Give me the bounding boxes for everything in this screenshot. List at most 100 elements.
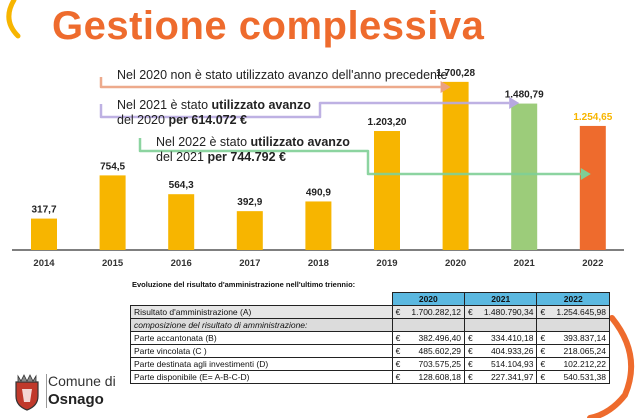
- note-2022-l1: Nel 2022 è stato: [156, 135, 251, 149]
- page-title: Gestione complessiva: [52, 4, 485, 48]
- bar-value-label: 490,9: [306, 187, 331, 198]
- table-header-year: 2021: [464, 292, 538, 306]
- results-table: 2020 2021 2022 Risultato d'amministrazio…: [130, 292, 611, 384]
- annotation-arrow-line: [99, 77, 441, 89]
- annotation-arrow-line: [138, 138, 581, 176]
- table-row: Risultato d'amministrazione (A) €1.700.28…: [130, 305, 611, 319]
- bar-value-label: 1.203,20: [368, 117, 407, 128]
- table-cell-currency: €: [391, 305, 405, 319]
- table-cell-currency: €: [536, 370, 550, 384]
- x-tick-label: 2016: [171, 258, 192, 269]
- bar: [168, 194, 195, 250]
- logo-separator: [46, 374, 47, 408]
- bar: [236, 211, 263, 250]
- bar: [31, 218, 57, 250]
- table-cell-value: 1.700.282,12: [404, 305, 466, 319]
- note-2022-l2: del 2021: [156, 150, 208, 164]
- bar: [305, 201, 332, 250]
- table-cell-value: 540.531,38: [549, 370, 611, 384]
- table-header-year: 2022: [536, 292, 610, 306]
- table-row-label: Parte disponibile (E= A-B-C-D): [130, 370, 393, 384]
- table-cell-currency: €: [536, 331, 550, 345]
- note-2020: Nel 2020 non è stato utilizzato avanzo d…: [117, 68, 447, 83]
- x-tick-label: 2020: [445, 258, 466, 269]
- bar-value-label: 1.480,79: [505, 90, 544, 101]
- table-cell-value: [404, 318, 466, 332]
- table-cell-value: 703.575,25: [404, 357, 466, 371]
- coat-of-arms-logo: [15, 374, 39, 411]
- table-cell-currency: €: [464, 370, 477, 384]
- bar-value-label: 317,7: [31, 205, 56, 216]
- annotation-arrow-head: [440, 81, 451, 93]
- table-row: Parte disponibile (E= A-B-C-D) €128.608,1…: [130, 370, 611, 384]
- table-cell-value: 1.480.790,34: [476, 305, 538, 319]
- note-2021-l2-bold: per 614.072 €: [168, 113, 247, 127]
- note-2021-l1: Nel 2021 è stato: [117, 98, 212, 112]
- results-table-panel: Evoluzione del risultato d'amministrazio…: [130, 280, 611, 384]
- x-tick-label: 2017: [239, 258, 260, 269]
- table-row: Parte accantonata (B) €382.496,40 €334.410…: [130, 331, 611, 345]
- table-cell-currency: €: [464, 331, 477, 345]
- table-header-row: 2020 2021 2022: [130, 292, 610, 306]
- note-2021: Nel 2021 è stato utilizzato avanzo del 2…: [117, 98, 311, 128]
- note-2021-l2: del 2020: [117, 113, 169, 127]
- x-tick-label: 2014: [33, 258, 55, 269]
- bar: [511, 103, 538, 251]
- x-tick-label: 2015: [102, 258, 124, 269]
- bar-value-label: 392,9: [237, 197, 262, 208]
- table-cell-currency: €: [536, 344, 550, 358]
- table-cell-value: 1.254.645,98: [549, 305, 611, 319]
- table-cell-currency: [391, 318, 405, 332]
- table-cell-currency: €: [536, 305, 550, 319]
- annotation-arrow-head: [509, 97, 520, 109]
- table-row-label: composizione del risultato di amministra…: [130, 318, 393, 332]
- table-cell-currency: €: [464, 344, 477, 358]
- decor-arc-top: [6, 0, 21, 39]
- table-cell-value: 102.212,22: [549, 357, 611, 371]
- bar-value-label: 754,5: [100, 161, 125, 172]
- logo-text-osnago: Osnago: [48, 391, 104, 408]
- table-caption: Evoluzione del risultato d'amministrazio…: [132, 280, 356, 289]
- table-cell-value: 382.496,40: [404, 331, 466, 345]
- table-cell-currency: €: [391, 331, 405, 345]
- table-cell-value: 128.608,18: [404, 370, 466, 384]
- table-cell-value: 227.341,97: [476, 370, 538, 384]
- x-tick-label: 2022: [582, 258, 603, 269]
- table-cell-currency: [536, 318, 550, 332]
- bar-value-label: 1.700,28: [436, 68, 475, 79]
- table-cell-currency: €: [536, 357, 550, 371]
- table-cell-value: 485.602,29: [404, 344, 466, 358]
- annotation-arrow-line: [99, 101, 510, 119]
- table-cell-value: [549, 318, 611, 332]
- table-cell-currency: [464, 318, 477, 332]
- table-cell-value: 514.104,93: [476, 357, 538, 371]
- bar-value-label: 564,3: [169, 180, 194, 191]
- table-cell-currency: €: [391, 370, 405, 384]
- table-cell-value: 393.837,14: [549, 331, 611, 345]
- x-tick-label: 2019: [376, 258, 397, 269]
- x-tick-label: 2021: [514, 258, 536, 269]
- table-row-label: Parte vincolata (C ): [130, 344, 393, 358]
- note-2021-l1-bold: utilizzato avanzo: [211, 98, 311, 112]
- table-cell-value: [476, 318, 538, 332]
- logo-text-comune: Comune di: [48, 373, 116, 389]
- table-header-year: 2020: [391, 292, 466, 306]
- bar: [579, 125, 606, 250]
- decor-arc-right: [587, 315, 635, 418]
- table-row: Parte destinata agli investimenti (D) €70…: [130, 357, 611, 371]
- note-2022-l2-bold: per 744.792 €: [207, 150, 286, 164]
- x-tick-label: 2018: [308, 258, 329, 269]
- table-cell-currency: €: [391, 344, 405, 358]
- table-cell-value: 218.065,24: [549, 344, 611, 358]
- annotation-arrow-head: [580, 168, 591, 180]
- table-row-label: Parte accantonata (B): [130, 331, 393, 345]
- note-2022: Nel 2022 è stato utilizzato avanzo del 2…: [156, 135, 350, 165]
- table-cell-currency: €: [391, 357, 405, 371]
- note-2020-text: Nel 2020 non è stato utilizzato avanzo d…: [117, 68, 448, 82]
- note-2022-l1-bold: utilizzato avanzo: [250, 135, 350, 149]
- table-cell-currency: €: [464, 357, 477, 371]
- bar: [442, 81, 469, 250]
- bar: [99, 175, 126, 250]
- table-row-label: Parte destinata agli investimenti (D): [130, 357, 393, 371]
